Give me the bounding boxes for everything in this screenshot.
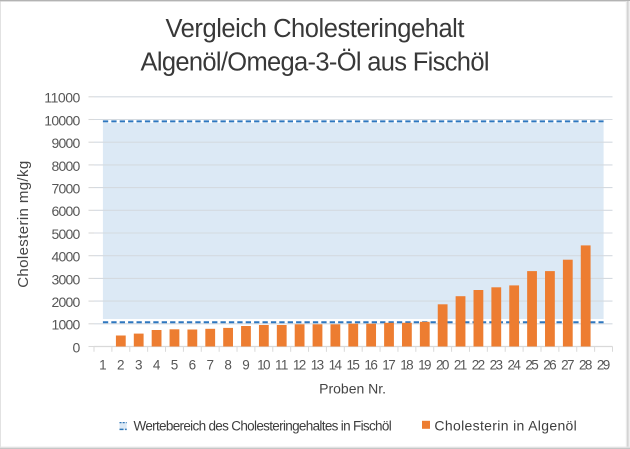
svg-text:24: 24 xyxy=(507,358,521,373)
svg-text:28: 28 xyxy=(579,358,592,373)
svg-text:1: 1 xyxy=(99,358,107,373)
svg-text:10: 10 xyxy=(257,358,270,373)
svg-text:16: 16 xyxy=(364,358,377,373)
svg-text:18: 18 xyxy=(400,358,413,373)
svg-text:26: 26 xyxy=(543,358,556,373)
svg-text:Wertebereich des Cholesteringe: Wertebereich des Cholesteringehaltes in … xyxy=(134,419,392,434)
svg-text:6: 6 xyxy=(189,358,197,373)
svg-text:Proben Nr.: Proben Nr. xyxy=(319,380,386,396)
svg-text:7: 7 xyxy=(206,358,214,373)
svg-text:25: 25 xyxy=(525,358,538,373)
svg-text:1000: 1000 xyxy=(52,317,81,333)
svg-text:27: 27 xyxy=(561,358,574,373)
svg-text:Cholesterin in Algenöl: Cholesterin in Algenöl xyxy=(434,418,576,434)
svg-text:21: 21 xyxy=(454,358,467,373)
svg-text:9000: 9000 xyxy=(52,135,81,151)
svg-text:11000: 11000 xyxy=(44,90,80,106)
svg-text:13: 13 xyxy=(311,358,324,373)
svg-text:6000: 6000 xyxy=(52,203,81,219)
svg-text:8: 8 xyxy=(224,358,232,373)
svg-text:9: 9 xyxy=(242,358,250,373)
svg-text:7000: 7000 xyxy=(52,181,81,197)
svg-text:20: 20 xyxy=(436,358,449,373)
svg-text:14: 14 xyxy=(329,358,343,373)
svg-text:17: 17 xyxy=(382,358,395,373)
svg-text:3: 3 xyxy=(135,358,143,373)
svg-text:19: 19 xyxy=(418,358,431,373)
svg-text:Algenöl/Omega-3-Öl aus Fischöl: Algenöl/Omega-3-Öl aus Fischöl xyxy=(141,49,490,77)
svg-text:5000: 5000 xyxy=(52,226,81,242)
svg-text:12: 12 xyxy=(293,358,306,373)
svg-text:11: 11 xyxy=(275,358,288,373)
svg-text:4000: 4000 xyxy=(52,249,81,265)
svg-text:10000: 10000 xyxy=(44,112,80,128)
svg-text:Vergleich Cholesteringehalt: Vergleich Cholesteringehalt xyxy=(166,15,465,43)
svg-text:3000: 3000 xyxy=(52,271,81,287)
svg-text:22: 22 xyxy=(472,358,485,373)
svg-text:5: 5 xyxy=(171,358,179,373)
svg-text:4: 4 xyxy=(153,358,161,373)
svg-text:15: 15 xyxy=(347,358,360,373)
svg-text:2000: 2000 xyxy=(52,294,81,310)
svg-text:0: 0 xyxy=(73,339,81,355)
svg-text:23: 23 xyxy=(490,358,503,373)
svg-text:2: 2 xyxy=(117,358,125,373)
svg-text:Cholesterin mg/kg: Cholesterin mg/kg xyxy=(15,161,32,288)
svg-text:8000: 8000 xyxy=(52,158,81,174)
svg-text:29: 29 xyxy=(597,358,610,373)
